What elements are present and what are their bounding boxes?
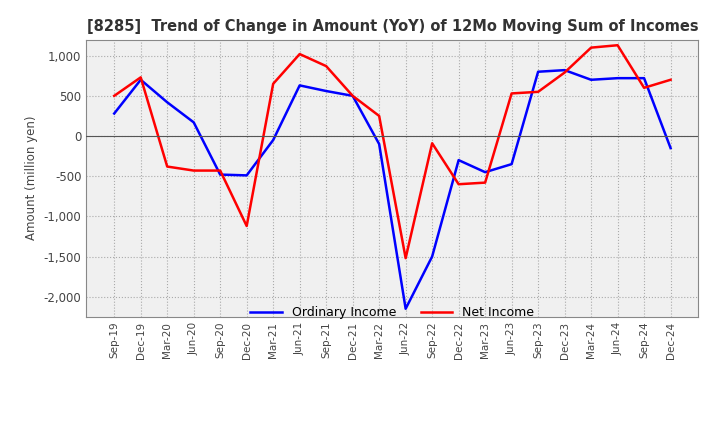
Line: Net Income: Net Income <box>114 45 670 258</box>
Ordinary Income <box>136 77 145 82</box>
Net Income <box>508 91 516 96</box>
Title: [8285]  Trend of Change in Amount (YoY) of 12Mo Moving Sum of Incomes: [8285] Trend of Change in Amount (YoY) o… <box>86 19 698 34</box>
Net Income <box>613 43 622 48</box>
Net Income <box>163 164 171 169</box>
Ordinary Income <box>401 306 410 312</box>
Ordinary Income <box>375 141 384 147</box>
Net Income <box>454 182 463 187</box>
Net Income <box>640 85 649 91</box>
Ordinary Income <box>534 69 542 74</box>
Net Income <box>216 168 225 173</box>
Net Income <box>587 45 595 50</box>
Net Income <box>348 93 357 99</box>
Net Income <box>560 70 569 75</box>
Ordinary Income <box>481 169 490 175</box>
Ordinary Income <box>428 254 436 259</box>
Net Income <box>534 89 542 95</box>
Legend: Ordinary Income, Net Income: Ordinary Income, Net Income <box>246 301 539 324</box>
Net Income <box>375 113 384 118</box>
Net Income <box>666 77 675 82</box>
Ordinary Income <box>454 158 463 163</box>
Ordinary Income <box>163 99 171 105</box>
Ordinary Income <box>348 93 357 99</box>
Ordinary Income <box>216 172 225 177</box>
Net Income <box>481 180 490 185</box>
Net Income <box>295 51 304 57</box>
Net Income <box>401 256 410 261</box>
Net Income <box>322 63 330 69</box>
Ordinary Income <box>269 137 277 143</box>
Ordinary Income <box>666 146 675 151</box>
Net Income <box>110 93 119 99</box>
Net Income <box>428 141 436 146</box>
Ordinary Income <box>322 88 330 94</box>
Ordinary Income <box>110 111 119 116</box>
Line: Ordinary Income: Ordinary Income <box>114 70 670 309</box>
Ordinary Income <box>243 173 251 178</box>
Net Income <box>189 168 198 173</box>
Ordinary Income <box>640 76 649 81</box>
Ordinary Income <box>587 77 595 82</box>
Net Income <box>243 224 251 229</box>
Net Income <box>269 81 277 86</box>
Y-axis label: Amount (million yen): Amount (million yen) <box>25 116 38 240</box>
Ordinary Income <box>295 83 304 88</box>
Ordinary Income <box>560 67 569 73</box>
Net Income <box>136 75 145 80</box>
Ordinary Income <box>613 76 622 81</box>
Ordinary Income <box>508 161 516 167</box>
Ordinary Income <box>189 120 198 125</box>
